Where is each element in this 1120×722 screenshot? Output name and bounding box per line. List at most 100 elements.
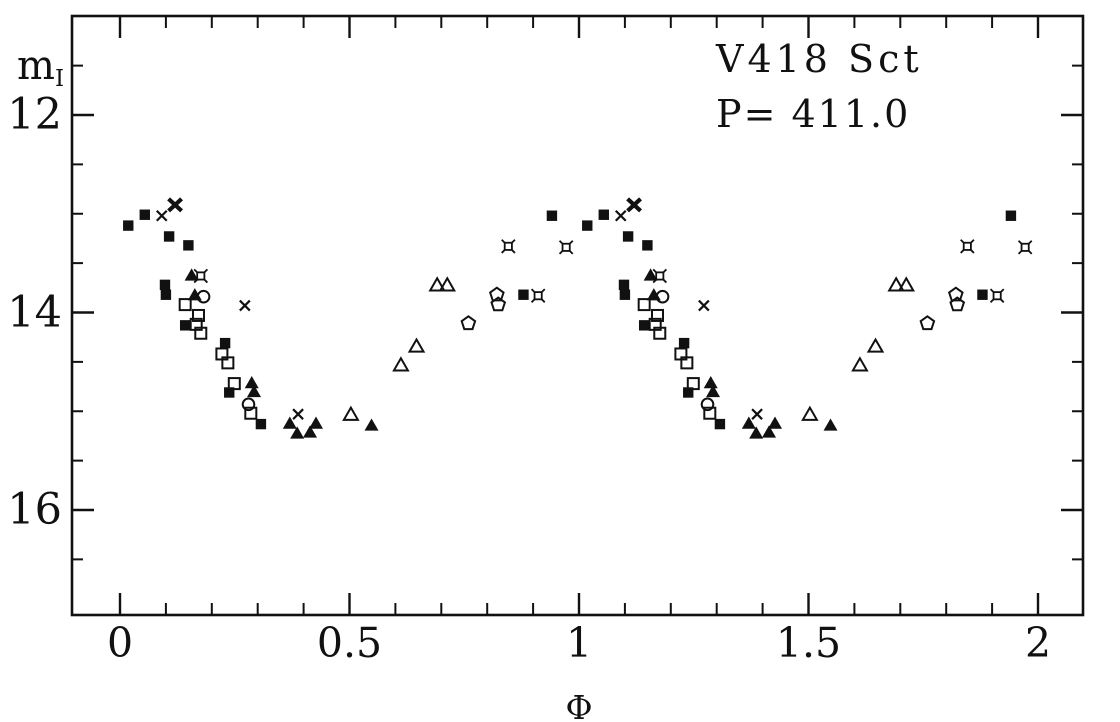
data-point-four-spike-star xyxy=(561,242,571,252)
data-point-four-spike-star xyxy=(960,239,975,254)
data-point-four-spike-star xyxy=(992,291,1002,301)
data-point-open-pentagon xyxy=(488,286,505,302)
data-point-open-square xyxy=(221,356,235,370)
data-point-bold-cross xyxy=(167,197,184,213)
data-point-cross xyxy=(155,209,168,222)
x-tick-label-1: 1 xyxy=(565,619,593,667)
data-point-open-triangle xyxy=(887,276,905,292)
data-point-filled-triangle xyxy=(308,416,323,429)
data-point-filled-triangle xyxy=(741,416,756,429)
data-point-four-spike-star xyxy=(530,288,546,303)
title-block: V418 Sct P= 411.0 xyxy=(716,40,923,133)
data-point-filled-square xyxy=(160,289,172,300)
data-point-open-triangle xyxy=(851,356,869,372)
data-point-open-triangle xyxy=(438,276,456,292)
data-point-cross xyxy=(292,408,304,420)
data-point-open-square xyxy=(191,308,205,322)
data-point-open-square xyxy=(653,326,667,340)
data-point-four-spike-star xyxy=(501,239,516,254)
data-point-four-spike-star xyxy=(503,241,513,251)
data-point-filled-square xyxy=(179,320,191,331)
y-axis-title-main: m xyxy=(17,43,55,89)
data-point-four-spike-star xyxy=(193,268,209,284)
y-tick-label-14: 14 xyxy=(7,287,62,337)
data-point-filled-square xyxy=(1005,210,1017,221)
data-point-cross xyxy=(751,408,763,420)
data-point-four-spike-star xyxy=(533,291,543,301)
data-point-filled-triangle xyxy=(706,384,721,398)
data-point-filled-square xyxy=(183,240,194,251)
data-point-filled-square xyxy=(219,337,231,349)
data-point-filled-square xyxy=(123,220,134,231)
data-point-filled-square xyxy=(642,240,653,251)
data-point-filled-square xyxy=(622,231,634,242)
data-point-filled-triangle xyxy=(244,376,259,389)
data-point-filled-square xyxy=(638,320,650,331)
data-point-filled-square xyxy=(159,279,171,291)
data-point-filled-square xyxy=(598,209,609,220)
data-point-filled-square xyxy=(618,279,630,291)
y-tick-label-12: 12 xyxy=(7,89,62,140)
data-point-open-triangle xyxy=(866,337,885,353)
data-point-open-square xyxy=(703,406,717,420)
data-point-open-square xyxy=(227,377,241,391)
data-point-filled-square xyxy=(139,209,150,220)
data-point-filled-triangle xyxy=(703,376,718,389)
data-point-open-circle xyxy=(700,397,715,412)
x-axis-title: Φ xyxy=(565,688,593,722)
data-point-open-square xyxy=(680,356,694,370)
data-point-open-pentagon xyxy=(949,296,966,312)
data-point-open-square xyxy=(686,377,700,391)
data-point-filled-triangle xyxy=(247,384,262,398)
data-point-open-square xyxy=(650,308,664,322)
x-tick-label-15: 1.5 xyxy=(775,619,842,667)
data-point-filled-square xyxy=(683,387,694,398)
data-point-filled-triangle xyxy=(643,268,658,281)
period-label: P= 411.0 xyxy=(716,92,911,136)
data-point-filled-square xyxy=(582,220,593,231)
data-point-open-square xyxy=(178,298,192,312)
data-point-cross xyxy=(239,299,251,312)
data-point-filled-triangle xyxy=(762,425,777,438)
data-point-filled-square xyxy=(163,231,175,242)
data-point-open-triangle xyxy=(392,356,410,372)
y-axis-title: mI xyxy=(17,46,64,91)
data-point-open-circle xyxy=(655,289,670,304)
data-point-filled-triangle xyxy=(364,418,379,431)
data-point-filled-triangle xyxy=(184,268,199,281)
data-point-four-spike-star xyxy=(196,271,206,281)
data-point-open-square xyxy=(194,326,208,340)
data-point-open-square xyxy=(637,298,651,312)
data-point-open-circle xyxy=(241,397,256,412)
data-point-four-spike-star xyxy=(652,268,668,284)
data-point-four-spike-star xyxy=(558,240,574,255)
axis-ticks xyxy=(72,16,1083,615)
data-point-filled-triangle xyxy=(823,418,838,431)
data-point-filled-square xyxy=(518,289,529,300)
data-point-open-triangle xyxy=(407,337,426,353)
data-point-four-spike-star xyxy=(962,241,972,251)
data-point-filled-triangle xyxy=(282,416,297,429)
data-point-filled-square xyxy=(678,337,690,349)
data-point-filled-triangle xyxy=(290,426,305,439)
data-point-filled-square xyxy=(546,210,558,221)
data-point-open-pentagon xyxy=(490,296,507,312)
data-point-filled-triangle xyxy=(646,288,661,301)
data-point-open-triangle xyxy=(428,276,446,292)
data-point-filled-square xyxy=(977,289,988,300)
data-point-open-square xyxy=(244,406,258,420)
data-point-filled-triangle xyxy=(767,416,782,429)
data-point-filled-square xyxy=(619,289,631,300)
x-tick-label-05: 0.5 xyxy=(316,619,383,667)
data-point-open-pentagon xyxy=(919,315,936,331)
data-point-open-circle xyxy=(196,289,211,304)
data-point-bold-cross xyxy=(626,197,643,213)
data-point-filled-square xyxy=(224,387,235,398)
data-point-four-spike-star xyxy=(1017,240,1033,255)
data-points xyxy=(123,197,1033,439)
data-point-open-triangle xyxy=(897,276,915,292)
star-name: V418 Sct xyxy=(716,37,923,81)
data-point-open-triangle xyxy=(801,405,819,421)
